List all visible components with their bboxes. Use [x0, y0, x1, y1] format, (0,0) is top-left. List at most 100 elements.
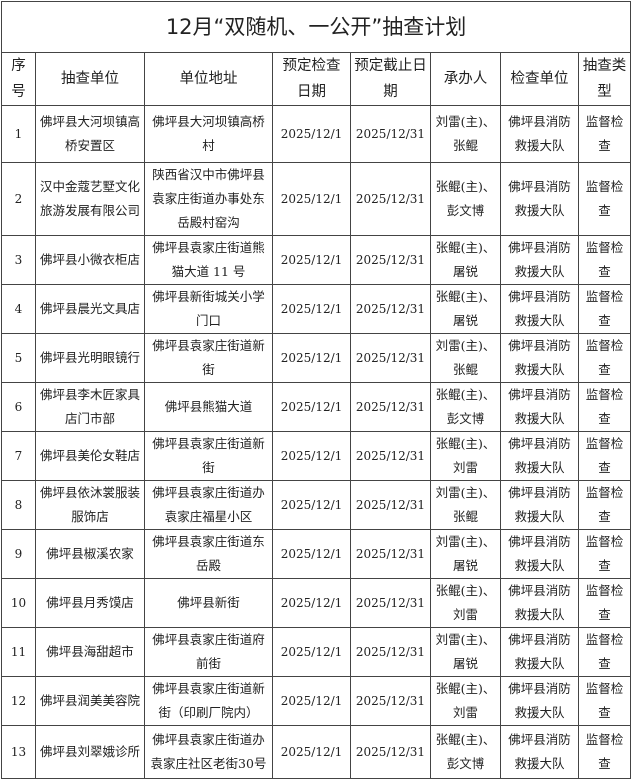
cell-col-address: 佛坪县袁家庄街道府前街: [144, 627, 273, 677]
cell-col-serial: 13: [1, 725, 36, 779]
cell-col-type: 监督检查: [577, 284, 631, 334]
cell-col-unit: 佛坪县美伦女鞋店: [35, 431, 145, 481]
table-row: 10 佛坪县月秀馍店 佛坪县新街 2025/12/1 2025/12/31 张鲲(主)、刘…: [1, 578, 631, 628]
header-col-inspector: 检查单位: [500, 52, 579, 106]
table-row: 13 佛坪县刘翠娥诊所 佛坪县袁家庄街道办袁家庄社区老街30号 2025/12/1 20…: [1, 725, 631, 779]
cell-col-unit: 佛坪县海甜超市: [35, 627, 145, 677]
cell-col-end-date: 2025/12/31: [350, 431, 431, 481]
cell-col-type: 监督检查: [577, 382, 631, 432]
table-row: 3 佛坪县小微衣柜店 佛坪县袁家庄街道熊猫大道 11 号 2025/12/1 2025/…: [1, 235, 631, 285]
cell-col-handler: 张鲲(主)、刘雷: [430, 676, 501, 726]
cell-col-serial: 11: [1, 627, 36, 677]
cell-col-end-date: 2025/12/31: [350, 235, 431, 285]
cell-col-type: 监督检查: [577, 676, 631, 726]
cell-col-start-date: 2025/12/1: [272, 578, 351, 628]
cell-col-address: 佛坪县大河坝镇高桥村: [144, 105, 273, 163]
cell-col-start-date: 2025/12/1: [272, 284, 351, 334]
cell-col-inspector: 佛坪县消防救援大队: [500, 480, 579, 530]
cell-col-start-date: 2025/12/1: [272, 627, 351, 677]
cell-col-start-date: 2025/12/1: [272, 725, 351, 779]
cell-col-start-date: 2025/12/1: [272, 676, 351, 726]
cell-col-end-date: 2025/12/31: [350, 333, 431, 383]
cell-col-end-date: 2025/12/31: [350, 578, 431, 628]
cell-col-serial: 6: [1, 382, 36, 432]
cell-col-serial: 7: [1, 431, 36, 481]
header-col-end-date: 预定截止日期: [350, 52, 431, 106]
cell-col-unit: 佛坪县李木匠家具店门市部: [35, 382, 145, 432]
header-col-start-date: 预定检查日期: [272, 52, 351, 106]
table-row: 5 佛坪县光明眼镜行 佛坪县袁家庄街道新街 2025/12/1 2025/12/31 刘雷…: [1, 333, 631, 383]
cell-col-type: 监督检查: [577, 529, 631, 579]
cell-col-handler: 张鲲(主)、屠锐: [430, 284, 501, 334]
cell-col-address: 佛坪县袁家庄街道新街: [144, 431, 273, 481]
cell-col-handler: 张鲲(主)、刘雷: [430, 578, 501, 628]
table-row: 2 汉中金蔻艺墅文化旅游发展有限公司 陕西省汉中市佛坪县袁家庄街道办事处东岳殿村窑沟…: [1, 162, 631, 236]
cell-col-end-date: 2025/12/31: [350, 162, 431, 236]
cell-col-inspector: 佛坪县消防救援大队: [500, 578, 579, 628]
cell-col-serial: 8: [1, 480, 36, 530]
cell-col-inspector: 佛坪县消防救援大队: [500, 105, 579, 163]
cell-col-address: 佛坪县袁家庄街道办袁家庄福星小区: [144, 480, 273, 530]
cell-col-end-date: 2025/12/31: [350, 676, 431, 726]
cell-col-address: 佛坪县袁家庄街道东岳殿: [144, 529, 273, 579]
cell-col-type: 监督检查: [577, 333, 631, 383]
cell-col-start-date: 2025/12/1: [272, 235, 351, 285]
cell-col-unit: 佛坪县光明眼镜行: [35, 333, 145, 383]
cell-col-inspector: 佛坪县消防救援大队: [500, 284, 579, 334]
header-col-address: 单位地址: [144, 52, 273, 106]
cell-col-end-date: 2025/12/31: [350, 284, 431, 334]
cell-col-unit: 佛坪县小微衣柜店: [35, 235, 145, 285]
cell-col-unit: 汉中金蔻艺墅文化旅游发展有限公司: [35, 162, 145, 236]
cell-col-handler: 刘雷(主)、屠锐: [430, 529, 501, 579]
header-col-serial: 序号: [1, 52, 36, 106]
cell-col-type: 监督检查: [577, 627, 631, 677]
cell-col-end-date: 2025/12/31: [350, 382, 431, 432]
cell-col-inspector: 佛坪县消防救援大队: [500, 235, 579, 285]
table-row: 1 佛坪县大河坝镇高桥安置区 佛坪县大河坝镇高桥村 2025/12/1 2025/12/…: [1, 105, 631, 163]
cell-col-inspector: 佛坪县消防救援大队: [500, 162, 579, 236]
cell-col-unit: 佛坪县依沐裳服装服饰店: [35, 480, 145, 530]
header-col-unit: 抽查单位: [35, 52, 145, 106]
cell-col-unit: 佛坪县晨光文具店: [35, 284, 145, 334]
cell-col-serial: 9: [1, 529, 36, 579]
header-col-type: 抽查类型: [577, 52, 631, 106]
cell-col-start-date: 2025/12/1: [272, 333, 351, 383]
header-col-handler: 承办人: [430, 52, 501, 106]
cell-col-unit: 佛坪县刘翠娥诊所: [35, 725, 145, 779]
cell-col-start-date: 2025/12/1: [272, 105, 351, 163]
cell-col-handler: 刘雷(主)、张鲲: [430, 480, 501, 530]
cell-col-handler: 张鲲(主)、屠锐: [430, 235, 501, 285]
cell-col-handler: 张鲲(主)、彭文博: [430, 382, 501, 432]
cell-col-handler: 张鲲(主)、彭文博: [430, 725, 501, 779]
cell-col-start-date: 2025/12/1: [272, 431, 351, 481]
table-header-row: 序号 抽查单位 单位地址 预定检查日期 预定截止日期 承办人 检查单位 抽查类型: [1, 52, 631, 106]
cell-col-inspector: 佛坪县消防救援大队: [500, 627, 579, 677]
cell-col-unit: 佛坪县大河坝镇高桥安置区: [35, 105, 145, 163]
cell-col-address: 佛坪县熊猫大道: [144, 382, 273, 432]
cell-col-address: 佛坪县新街城关小学门口: [144, 284, 273, 334]
table-row: 11 佛坪县海甜超市 佛坪县袁家庄街道府前街 2025/12/1 2025/12/31 刘…: [1, 627, 631, 677]
cell-col-start-date: 2025/12/1: [272, 382, 351, 432]
cell-col-type: 监督检查: [577, 162, 631, 236]
cell-col-handler: 刘雷(主)、张鲲: [430, 105, 501, 163]
table-row: 12 佛坪县润美美容院 佛坪县袁家庄街道新街（印刷厂院内） 2025/12/1 2025…: [1, 676, 631, 726]
cell-col-address: 佛坪县袁家庄街道熊猫大道 11 号: [144, 235, 273, 285]
cell-col-handler: 张鲲(主)、刘雷: [430, 431, 501, 481]
cell-col-inspector: 佛坪县消防救援大队: [500, 725, 579, 779]
cell-col-end-date: 2025/12/31: [350, 627, 431, 677]
cell-col-handler: 刘雷(主)、屠锐: [430, 627, 501, 677]
cell-col-type: 监督检查: [577, 235, 631, 285]
cell-col-serial: 12: [1, 676, 36, 726]
page-title: 12月“双随机、一公开”抽查计划: [0, 1, 631, 53]
table-row: 6 佛坪县李木匠家具店门市部 佛坪县熊猫大道 2025/12/1 2025/12/31 张…: [1, 382, 631, 432]
table-row: 9 佛坪县椒溪农家 佛坪县袁家庄街道东岳殿 2025/12/1 2025/12/31 刘雷…: [1, 529, 631, 579]
cell-col-serial: 1: [1, 105, 36, 163]
cell-col-handler: 刘雷(主)、张鲲: [430, 333, 501, 383]
cell-col-type: 监督检查: [577, 105, 631, 163]
cell-col-unit: 佛坪县月秀馍店: [35, 578, 145, 628]
cell-col-serial: 3: [1, 235, 36, 285]
cell-col-inspector: 佛坪县消防救援大队: [500, 382, 579, 432]
cell-col-end-date: 2025/12/31: [350, 529, 431, 579]
cell-col-address: 陕西省汉中市佛坪县袁家庄街道办事处东岳殿村窑沟: [144, 162, 273, 236]
